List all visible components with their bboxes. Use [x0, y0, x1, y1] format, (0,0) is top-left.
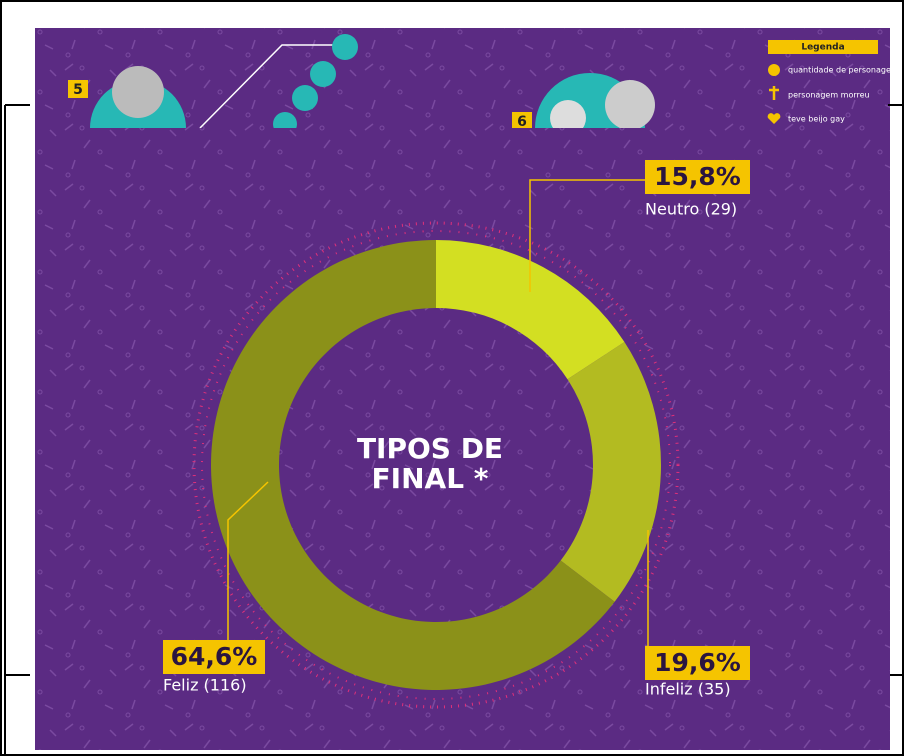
- leader-line: [529, 179, 645, 292]
- badge: 6: [517, 114, 527, 130]
- badge: 5: [73, 82, 83, 98]
- donut-slice: [560, 342, 661, 602]
- dotted-ring: [192, 221, 680, 709]
- value-label: 19,6%: [654, 648, 741, 677]
- legend-item: personagem morreu: [788, 91, 870, 100]
- value-label: 64,6%: [171, 642, 258, 671]
- legend-item: quantidade de personagens: [788, 66, 900, 75]
- value-label: 15,8%: [654, 162, 741, 191]
- value-label-box: [163, 640, 265, 674]
- chart-title: FINAL *: [372, 462, 489, 495]
- leader-line: [227, 481, 269, 642]
- legend-title: Legenda: [801, 43, 844, 53]
- donut: 15,8% Neutro (29) 19,6% Infeliz (35) 64,6% Fe…: [163, 160, 750, 699]
- dotted-ring: [201, 230, 671, 700]
- chart-title: TIPOS DE: [357, 432, 503, 465]
- category-label: Infeliz (35): [645, 680, 731, 699]
- window-edge: [4, 104, 904, 756]
- category-label: Feliz (116): [163, 676, 247, 695]
- value-label-box: [645, 646, 750, 680]
- legend-item: teve beijo gay: [788, 115, 845, 124]
- category-label: Neutro (29): [645, 200, 737, 219]
- donut-slice: [210, 240, 615, 691]
- value-label-box: [645, 160, 750, 194]
- donut-slice: [436, 240, 625, 380]
